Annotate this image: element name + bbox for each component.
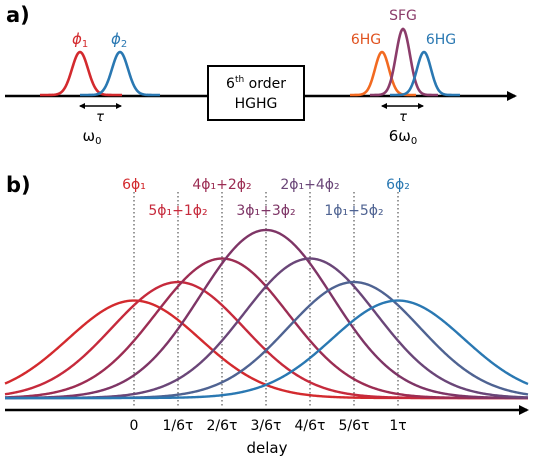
bottom-label-0: 5ϕ₁+1ϕ₂ xyxy=(148,203,207,219)
phi1-label: ϕ1 xyxy=(72,30,88,50)
hghg-box xyxy=(207,65,305,121)
panel-a: a) ϕ1 ϕ2 τ ω0 6th order HGHG SFG 6HG 6HG xyxy=(5,3,517,147)
phi2-label: ϕ2 xyxy=(111,30,127,50)
panel-b: b) 6ϕ₁ 4ϕ₁+2ϕ₂ 2ϕ₁+4ϕ₂ 6ϕ₂ 5ϕ₁+1ϕ₂ 3ϕ₁+3ϕ₂ 1ϕ… xyxy=(4,173,529,457)
hghg-box-line2: HGHG xyxy=(235,96,278,112)
tau-label-output: τ xyxy=(399,110,407,125)
tick-label-3: 3/6τ xyxy=(251,418,282,434)
harmonic-labels-top: 6ϕ₁ 4ϕ₁+2ϕ₂ 2ϕ₁+4ϕ₂ 6ϕ₂ xyxy=(122,177,410,193)
panel-a-label: a) xyxy=(6,3,30,27)
delay-guide-lines xyxy=(133,192,399,408)
tick-label-1: 1/6τ xyxy=(163,418,194,434)
harmonic-curves xyxy=(4,228,529,400)
top-label-3: 6ϕ₂ xyxy=(386,177,410,193)
top-label-0: 6ϕ₁ xyxy=(122,177,146,193)
delay-tick-labels: 0 1/6τ 2/6τ 3/6τ 4/6τ 5/6τ 1τ xyxy=(130,418,407,434)
output-pulse-sfg xyxy=(370,27,438,97)
sfg-label: SFG xyxy=(389,8,417,24)
panel-b-label: b) xyxy=(6,173,31,197)
harmonic-curve-6 xyxy=(5,299,529,400)
hghg-box-line1: 6th order xyxy=(226,75,286,92)
input-pulse-phi1 xyxy=(40,50,122,97)
tick-label-4: 4/6τ xyxy=(295,418,326,434)
harmonic-labels-bottom: 5ϕ₁+1ϕ₂ 3ϕ₁+3ϕ₂ 1ϕ₁+5ϕ₂ xyxy=(148,203,383,219)
top-label-2: 2ϕ₁+4ϕ₂ xyxy=(280,177,339,193)
tick-label-5: 5/6τ xyxy=(339,418,370,434)
output-pulse-6hg-right xyxy=(390,50,460,97)
6hg-right-label: 6HG xyxy=(426,32,456,48)
top-label-1: 4ϕ₁+2ϕ₂ xyxy=(192,177,251,193)
6hg-left-label: 6HG xyxy=(351,32,381,48)
6omega0-label: 6ω0 xyxy=(389,127,417,147)
omega0-label: ω0 xyxy=(83,127,102,147)
tick-label-0: 0 xyxy=(130,418,139,434)
bottom-label-2: 1ϕ₁+5ϕ₂ xyxy=(324,203,383,219)
input-pulse-phi2 xyxy=(80,50,160,97)
harmonic-curve-3 xyxy=(5,228,529,400)
delay-axis-label: delay xyxy=(247,439,288,457)
bottom-label-1: 3ϕ₁+3ϕ₂ xyxy=(236,203,295,219)
tick-label-2: 2/6τ xyxy=(207,418,238,434)
output-pulse-6hg-left xyxy=(350,50,416,97)
tau-label-input: τ xyxy=(96,110,104,125)
tick-label-6: 1τ xyxy=(389,418,406,434)
